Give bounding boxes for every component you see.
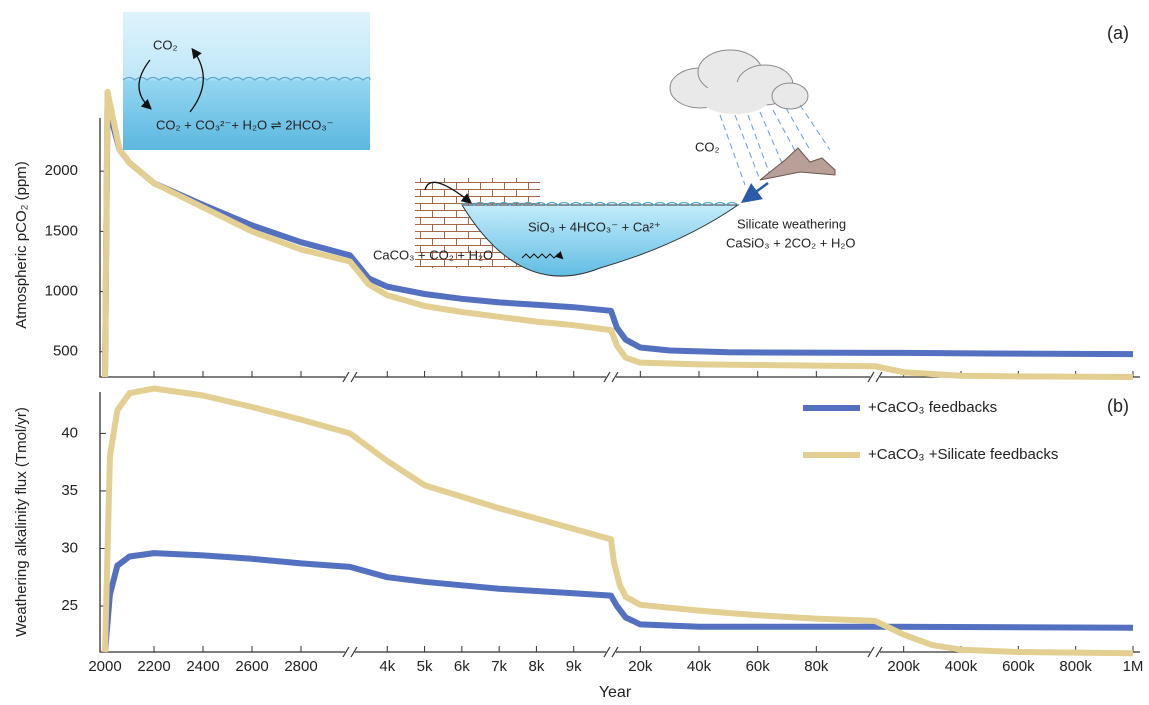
annotation: CaSiO₃ + 2CO₂ + H₂O bbox=[726, 235, 856, 250]
y-tick-label: 2000 bbox=[45, 162, 78, 179]
panel-label: (b) bbox=[1107, 396, 1129, 416]
y-tick-label: 35 bbox=[61, 482, 78, 499]
x-tick-label: 80k bbox=[804, 658, 829, 675]
x-axis-label: Year bbox=[599, 684, 632, 701]
annotation: SiO₃ + 4HCO₃⁻ + Ca²⁺ bbox=[528, 219, 661, 234]
x-tick-label: 60k bbox=[746, 658, 771, 675]
x-tick-label: 8k bbox=[529, 658, 545, 675]
y-tick-label: 1000 bbox=[45, 283, 78, 300]
x-tick-label: 2800 bbox=[284, 658, 317, 675]
annotation: CO₂ bbox=[153, 37, 178, 52]
x-tick-label: 20k bbox=[628, 658, 653, 675]
data-line bbox=[105, 553, 1133, 652]
plot-layer: 500 1000 1500 2000 25 30 35 40 2000 2200 2400 2600 2… bbox=[45, 92, 1144, 675]
x-tick-label: 600k bbox=[1002, 658, 1035, 675]
figure: 500 1000 1500 2000 25 30 35 40 2000 2200 2400 2600 2… bbox=[0, 0, 1149, 705]
x-tick-label: 1M bbox=[1123, 658, 1144, 675]
x-tick-label: 6k bbox=[454, 658, 470, 675]
y-tick-label: 25 bbox=[61, 597, 78, 614]
x-tick-label: 400k bbox=[945, 658, 978, 675]
x-tick-label: 800k bbox=[1059, 658, 1092, 675]
y-axis-label: Weathering alkalinity flux (Tmol/yr) bbox=[13, 407, 30, 637]
x-tick-label: 2400 bbox=[186, 658, 219, 675]
legend-label: +CaCO₃ +Silicate feedbacks bbox=[868, 446, 1058, 463]
x-tick-label: 2000 bbox=[88, 658, 121, 675]
x-tick-label: 2200 bbox=[137, 658, 170, 675]
legend-label: +CaCO₃ feedbacks bbox=[868, 399, 997, 416]
annotation: Silicate weathering bbox=[737, 216, 846, 231]
x-tick-label: 2600 bbox=[235, 658, 268, 675]
y-tick-label: 1500 bbox=[45, 222, 78, 239]
annotation: CO₂ + CO₃²⁻+ H₂O ⇌ 2HCO₃⁻ bbox=[156, 117, 334, 132]
annotation: CaCO₃ + CO₂ + H₂O bbox=[373, 247, 493, 262]
x-tick-label: 200k bbox=[887, 658, 920, 675]
x-tick-label: 9k bbox=[566, 658, 582, 675]
y-tick-label: 30 bbox=[61, 539, 78, 556]
y-tick-label: 40 bbox=[61, 424, 78, 441]
x-tick-label: 5k bbox=[417, 658, 433, 675]
x-tick-label: 7k bbox=[491, 658, 507, 675]
x-tick-label: 4k bbox=[379, 658, 395, 675]
weathering-inset: SiO₃ + 4HCO₃⁻ + Ca²⁺ CaCO₃ + CO₂ + H₂O C… bbox=[373, 50, 856, 276]
panel-label: (a) bbox=[1107, 23, 1129, 43]
annotation: CO₂ bbox=[695, 139, 720, 154]
y-tick-label: 500 bbox=[53, 343, 78, 360]
y-axis-label: Atmospheric pCO₂ (ppm) bbox=[13, 161, 30, 329]
x-tick-label: 40k bbox=[687, 658, 712, 675]
ocean-inset: CO₂ CO₂ + CO₃²⁻+ H₂O ⇌ 2HCO₃⁻ bbox=[123, 12, 370, 150]
